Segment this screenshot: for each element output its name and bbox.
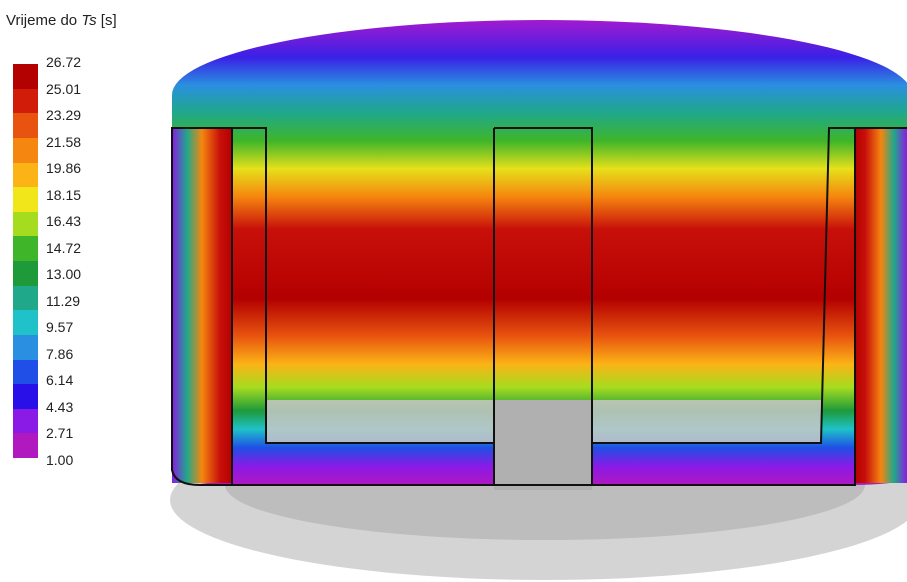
color-swatch [13,187,38,212]
color-swatch [13,286,38,311]
legend-label: 18.15 [46,185,81,212]
legend-label: 25.01 [46,79,81,106]
color-swatch [13,310,38,335]
color-bar [13,64,38,458]
side-section-right [855,128,907,483]
legend-title: Vrijeme do Ts [s] [6,12,117,29]
legend-label: 7.86 [46,344,81,371]
legend-label: 21.58 [46,132,81,159]
color-swatch [13,409,38,434]
model-render [0,0,907,582]
color-swatch [13,261,38,286]
legend-label: 9.57 [46,317,81,344]
color-swatch [13,433,38,458]
legend-label: 23.29 [46,105,81,132]
color-swatch [13,236,38,261]
color-swatch [13,163,38,188]
legend-label: 16.43 [46,211,81,238]
color-swatch [13,64,38,89]
legend-label: 6.14 [46,370,81,397]
color-swatch [13,360,38,385]
color-swatch [13,138,38,163]
color-swatch [13,335,38,360]
color-swatch [13,113,38,138]
legend-label: 2.71 [46,423,81,450]
title-text: Vrijeme do [6,12,81,29]
legend-label: 14.72 [46,238,81,265]
title-symbol: Ts [81,12,96,29]
center-post [494,400,592,490]
color-swatch [13,212,38,237]
legend-label: 19.86 [46,158,81,185]
screenshot: Vrijeme do Ts [s] 26.7225.0123.2921.5819… [0,0,907,582]
legend-label: 11.29 [46,291,81,318]
legend-label: 26.72 [46,52,81,79]
legend-label: 4.43 [46,397,81,424]
color-swatch [13,384,38,409]
legend-label: 13.00 [46,264,81,291]
side-section-left [172,128,232,483]
legend-label: 1.00 [46,450,81,477]
title-unit: [s] [97,12,117,29]
color-swatch [13,89,38,114]
